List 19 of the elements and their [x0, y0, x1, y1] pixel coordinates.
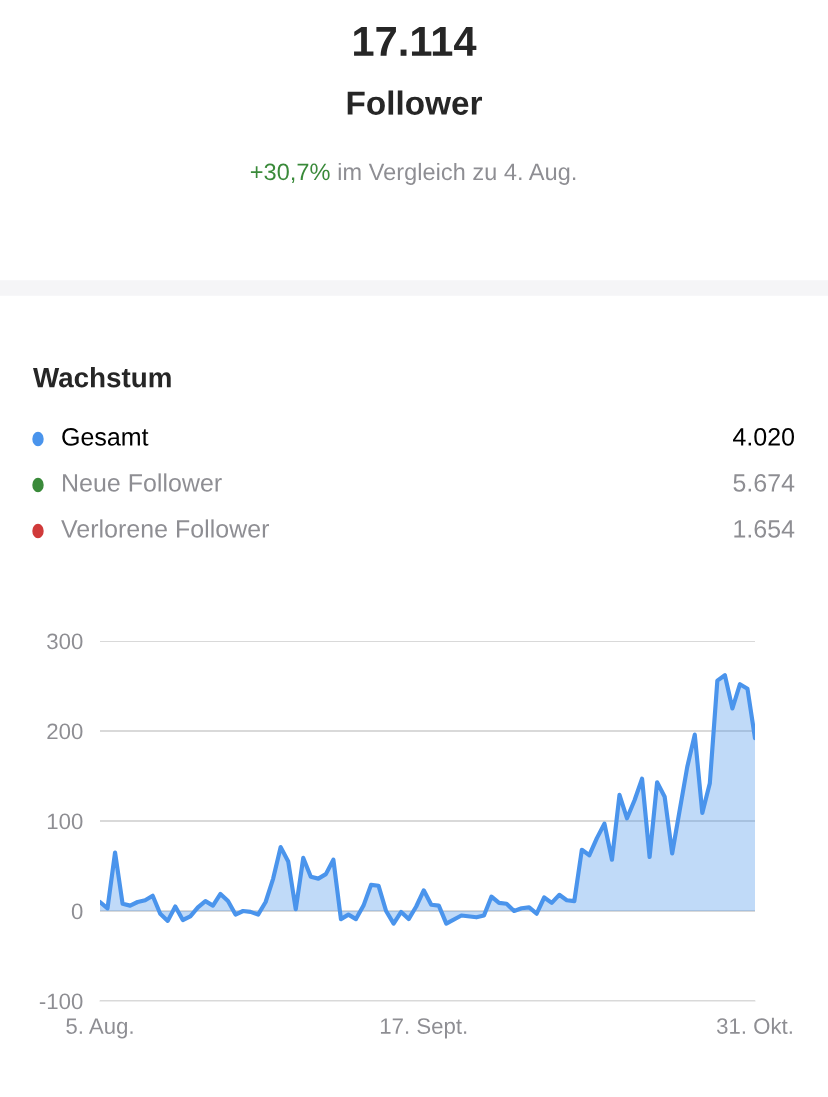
chart-title: 17.114 [354, 27, 477, 56]
y-tick-label: 100 [47, 813, 83, 830]
y-tick-label: 300 [47, 633, 83, 650]
y-tick-label: 0 [71, 903, 83, 920]
text: Neue Follower [63, 473, 222, 492]
y-tick-label: -100 [39, 993, 83, 1010]
y-tick-label: 200 [47, 723, 83, 740]
text: 4.020 [733, 428, 795, 446]
x-tick-label: 31. Okt. [716, 1017, 792, 1034]
text: 5.674 [733, 474, 795, 492]
text: +30,7% [250, 163, 330, 184]
x-tick-label: 17. Sept. [380, 1018, 467, 1039]
text: 1.654 [734, 520, 795, 538]
chart-subtitle: Follower [347, 90, 483, 115]
text: Verlorene Follower [61, 519, 270, 538]
legend-label: Gesamt [62, 428, 149, 446]
text: im Vergleich zu 4. Aug. [338, 162, 576, 185]
text: Wachstum [33, 367, 171, 388]
x-tick-label: 5. Aug. [66, 1018, 133, 1039]
